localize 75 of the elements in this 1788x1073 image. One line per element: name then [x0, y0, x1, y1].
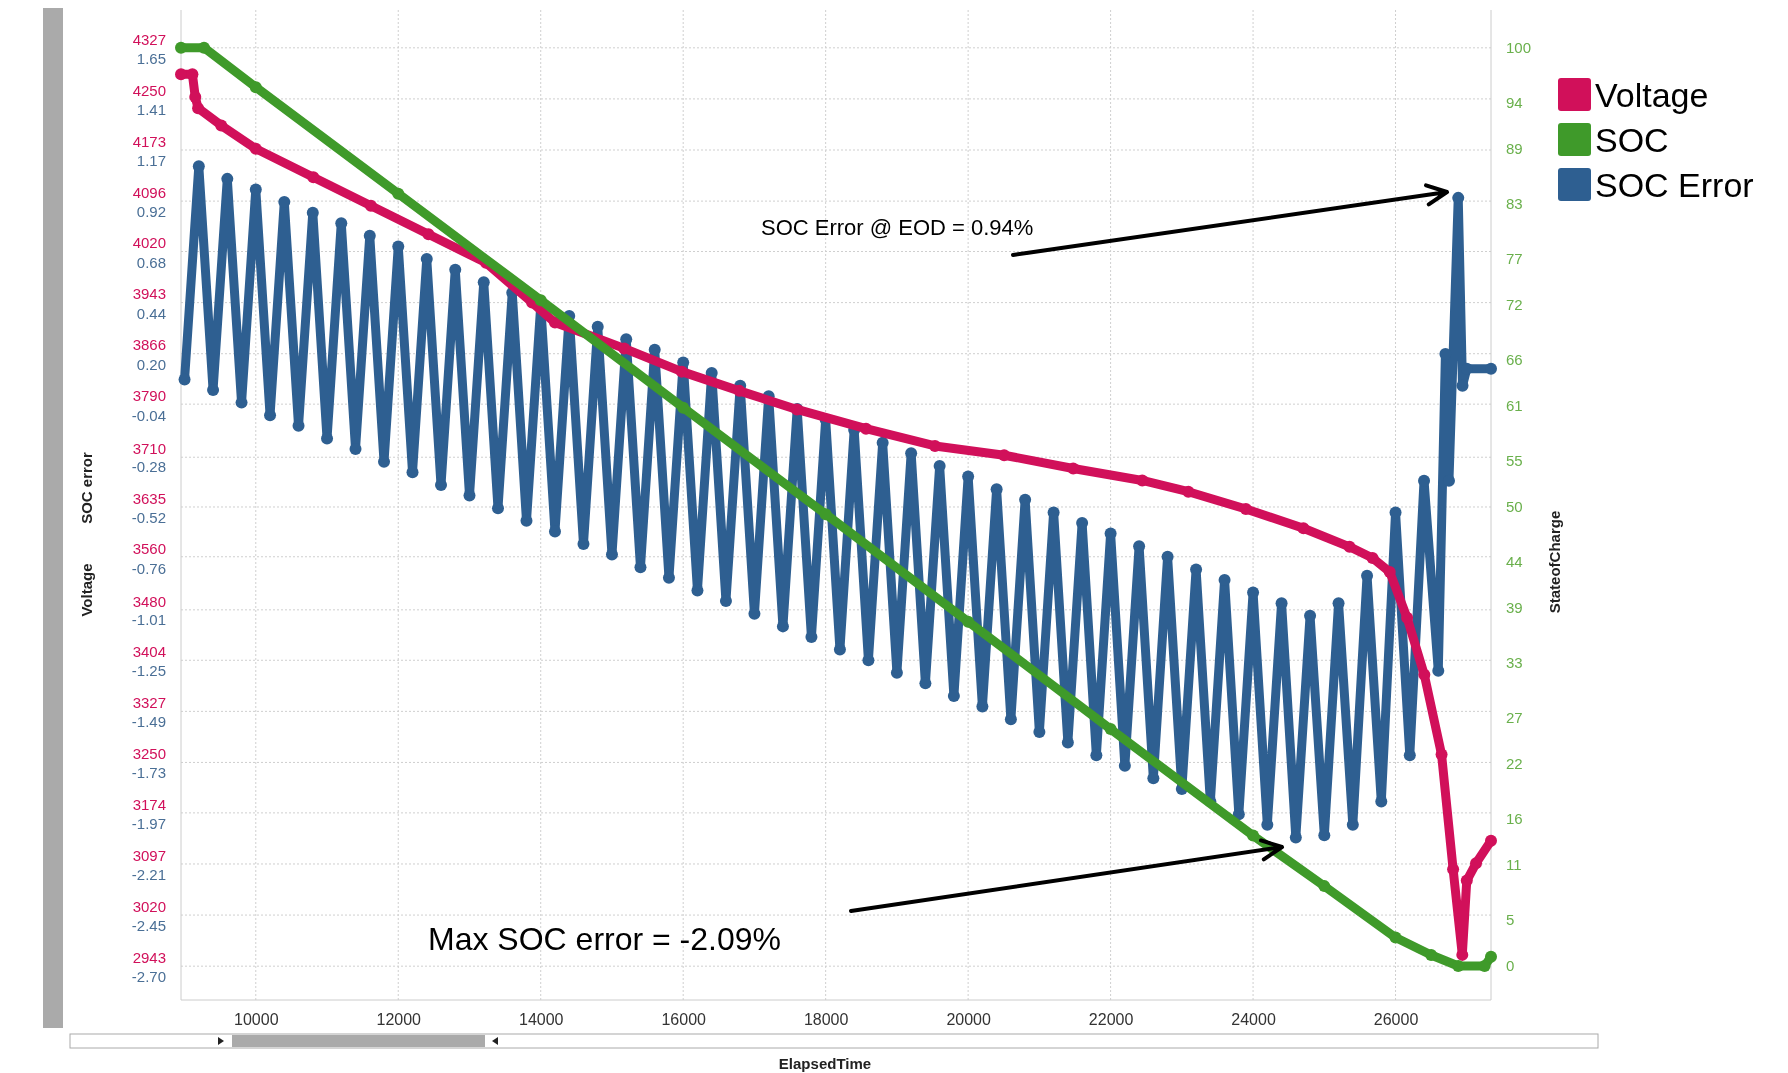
- y3-tick-label: -2.21: [131, 865, 166, 883]
- y-tick-label: 3250: [132, 745, 166, 763]
- y-tick-label: 3560: [132, 539, 166, 557]
- y2-tick-label: 16: [1506, 810, 1523, 828]
- x-axis-title: ElapsedTime: [778, 1055, 872, 1072]
- y-tick-label: 3943: [132, 285, 166, 303]
- x-tick-label: 12000: [376, 1011, 422, 1029]
- y2-tick-label: 83: [1506, 195, 1523, 213]
- y3-tick-label: -1.97: [131, 815, 166, 833]
- y2-tick-label: 66: [1506, 351, 1523, 369]
- y2-tick-label: 33: [1506, 654, 1523, 672]
- y2-tick-label: 100: [1506, 38, 1532, 56]
- y2-tick-label: 44: [1506, 553, 1523, 571]
- y-tick-label: 2943: [132, 948, 166, 966]
- y3-tick-label: -0.28: [131, 458, 166, 476]
- y3-tick-label: -2.45: [131, 916, 166, 934]
- annotation: SOC Error @ EOD = 0.94%: [761, 215, 1034, 240]
- y3-tick-label: -0.04: [131, 407, 166, 425]
- y2-tick-label: 94: [1506, 94, 1523, 112]
- x-tick-label: 16000: [661, 1011, 707, 1029]
- x-tick-label: 20000: [946, 1011, 991, 1029]
- y-tick-label: 3866: [132, 336, 166, 354]
- y-tick-label: 3020: [132, 897, 166, 915]
- y3-axis-title: SOC error: [78, 452, 95, 524]
- y3-tick-label: 0.44: [136, 305, 166, 323]
- y-tick-label: 4020: [132, 234, 166, 252]
- y2-tick-label: 27: [1506, 709, 1523, 727]
- y-tick-label: 3327: [132, 694, 166, 712]
- y3-tick-label: -1.49: [131, 713, 166, 731]
- y2-tick-label: 0: [1506, 957, 1515, 975]
- y3-tick-label: 0.92: [136, 203, 166, 221]
- x-tick-label: 14000: [518, 1011, 564, 1029]
- y-tick-label: 3710: [132, 439, 166, 457]
- y2-tick-label: 11: [1506, 856, 1522, 874]
- x-tick-label: 26000: [1373, 1011, 1419, 1029]
- y-tick-label: 4173: [132, 132, 166, 150]
- y2-tick-label: 72: [1506, 296, 1523, 314]
- y2-tick-label: 61: [1506, 397, 1523, 415]
- y2-axis-title: StateofCharge: [1546, 510, 1563, 614]
- y3-tick-label: 1.41: [136, 101, 166, 119]
- y2-tick-label: 50: [1506, 498, 1523, 516]
- y2-tick-label: 77: [1506, 250, 1523, 268]
- y2-tick-label: 5: [1506, 911, 1515, 929]
- annotation: Max SOC error = -2.09%: [428, 921, 781, 957]
- legend-label: SOC Error: [1595, 166, 1754, 204]
- y3-tick-label: 1.65: [136, 50, 166, 68]
- legend-label: SOC: [1595, 121, 1669, 159]
- x-tick-label: 10000: [234, 1011, 279, 1029]
- y-tick-label: 3174: [132, 795, 166, 813]
- y2-tick-label: 89: [1506, 139, 1523, 157]
- y-tick-label: 3790: [132, 386, 166, 404]
- y3-tick-label: 1.17: [136, 152, 166, 170]
- y3-tick-label: -1.73: [131, 764, 166, 782]
- y3-tick-label: -2.70: [131, 968, 166, 986]
- y3-tick-label: 0.20: [136, 356, 166, 374]
- y-tick-label: 3097: [132, 846, 166, 864]
- y2-tick-label: 39: [1506, 599, 1523, 617]
- x-tick-label: 18000: [803, 1011, 849, 1029]
- y-axis-title: Voltage: [78, 563, 95, 617]
- y2-tick-label: 55: [1506, 452, 1523, 470]
- legend-label: Voltage: [1595, 76, 1709, 114]
- y-tick-label: 4250: [132, 81, 166, 99]
- y-tick-label: 4096: [132, 183, 166, 201]
- y3-tick-label: -0.76: [131, 559, 166, 577]
- y2-tick-label: 22: [1506, 755, 1523, 773]
- x-tick-label: 22000: [1088, 1011, 1134, 1029]
- y-tick-label: 3480: [132, 592, 166, 610]
- x-tick-label: 24000: [1231, 1011, 1276, 1029]
- y3-tick-label: -1.01: [131, 611, 166, 629]
- y3-tick-label: -0.52: [131, 509, 166, 527]
- y-tick-label: 4327: [132, 30, 166, 48]
- y-tick-label: 3635: [132, 489, 166, 507]
- y3-tick-label: -1.25: [131, 662, 166, 680]
- y-tick-label: 3404: [132, 643, 166, 661]
- y3-tick-label: 0.68: [136, 254, 166, 272]
